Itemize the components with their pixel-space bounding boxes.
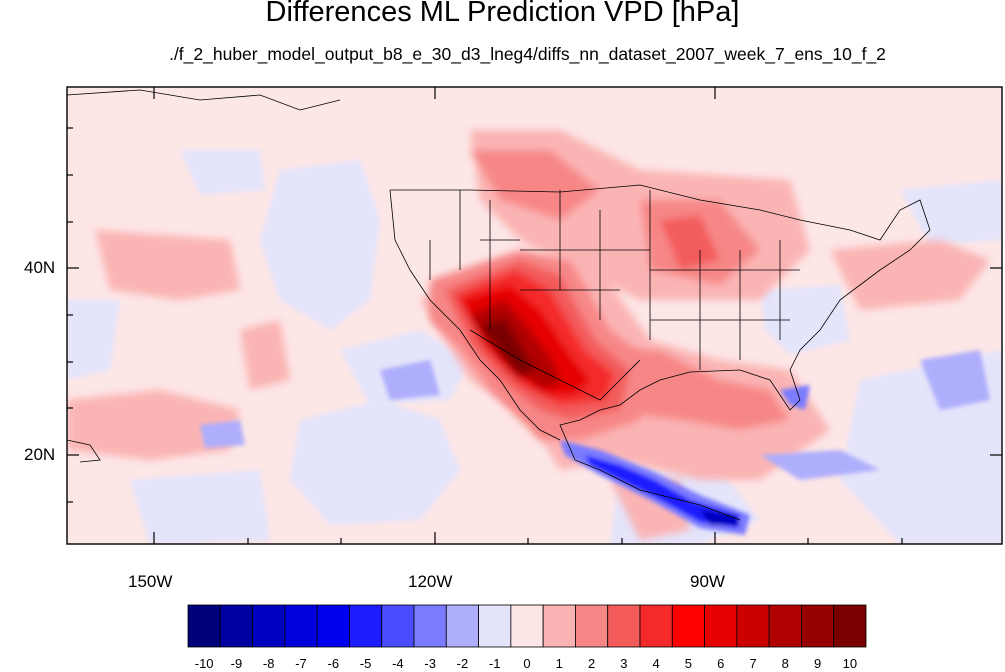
colorbar-swatch xyxy=(284,604,318,648)
colorbar-tick-label: 0 xyxy=(523,656,531,671)
lat-label-40n: 40N xyxy=(24,258,56,277)
lon-label-90w: 90W xyxy=(690,572,725,591)
colorbar-tick-label: 7 xyxy=(749,656,757,671)
colorbar-swatch xyxy=(381,604,415,648)
colorbar-swatch xyxy=(349,604,383,648)
mexico-negative-band xyxy=(200,350,990,535)
colorbar-tick-label: 10 xyxy=(842,656,858,671)
colorbar-tick-label: 1 xyxy=(555,656,563,671)
colorbar-tick-label: 4 xyxy=(652,656,660,671)
map-title: Differences ML Prediction VPD [hPa] xyxy=(265,0,740,28)
colorbar-tick-label: 8 xyxy=(781,656,789,671)
colorbar-swatch xyxy=(736,604,770,648)
colorbar-swatch xyxy=(833,604,867,648)
colorbar-swatch xyxy=(219,604,253,648)
colorbar-tick-label: -2 xyxy=(456,656,469,671)
colorbar-swatch xyxy=(575,604,609,648)
colorbar-tick-label: -8 xyxy=(262,656,275,671)
colorbar-swatch xyxy=(510,604,544,648)
colorbar-swatch xyxy=(478,604,512,648)
colorbar-tick-label: -7 xyxy=(295,656,307,671)
colorbar-swatch xyxy=(639,604,673,648)
colorbar-swatch xyxy=(671,604,705,648)
colorbar-swatch xyxy=(445,604,479,648)
colorbar-tick-label: 6 xyxy=(717,656,725,671)
vpd-field xyxy=(67,87,1002,544)
southwest-hotspot xyxy=(430,250,650,440)
colorbar-swatch xyxy=(252,604,286,648)
colorbar-tick-label: 2 xyxy=(587,656,596,671)
colorbar-swatch xyxy=(801,604,835,648)
coastlines xyxy=(67,89,931,521)
colorbar-swatch xyxy=(413,604,447,648)
colorbar-tick-label: -6 xyxy=(327,656,340,671)
colorbar-swatch xyxy=(187,604,221,648)
colorbar-swatch xyxy=(768,604,802,648)
colorbar-swatch xyxy=(607,604,641,648)
colorbar-tick-label: -1 xyxy=(488,656,501,671)
lon-label-150w: 150W xyxy=(128,572,173,591)
colorbar-swatch xyxy=(542,604,576,648)
colorbar-tick-label: -4 xyxy=(392,656,404,671)
colorbar-tick-label: 9 xyxy=(813,656,822,671)
negative-anomaly-light xyxy=(67,150,1002,544)
colorbar-swatch xyxy=(704,604,738,648)
colorbar-tick-label: 3 xyxy=(620,656,628,671)
lat-label-20n: 20N xyxy=(24,445,56,464)
map-subtitle: ./f_2_huber_model_output_b8_e_30_d3_lneg… xyxy=(169,44,886,64)
colorbar-swatch xyxy=(316,604,350,648)
colorbar-tick-label: -10 xyxy=(194,656,214,671)
colorbar-tick-label: -9 xyxy=(230,656,243,671)
colorbar-tick-label: -3 xyxy=(424,656,436,671)
lon-label-120w: 120W xyxy=(408,572,453,591)
colorbar xyxy=(187,604,867,648)
colorbar-tick-label: -5 xyxy=(359,656,372,671)
colorbar-tick-label: 5 xyxy=(684,656,693,671)
axis-ticks xyxy=(67,87,1002,544)
